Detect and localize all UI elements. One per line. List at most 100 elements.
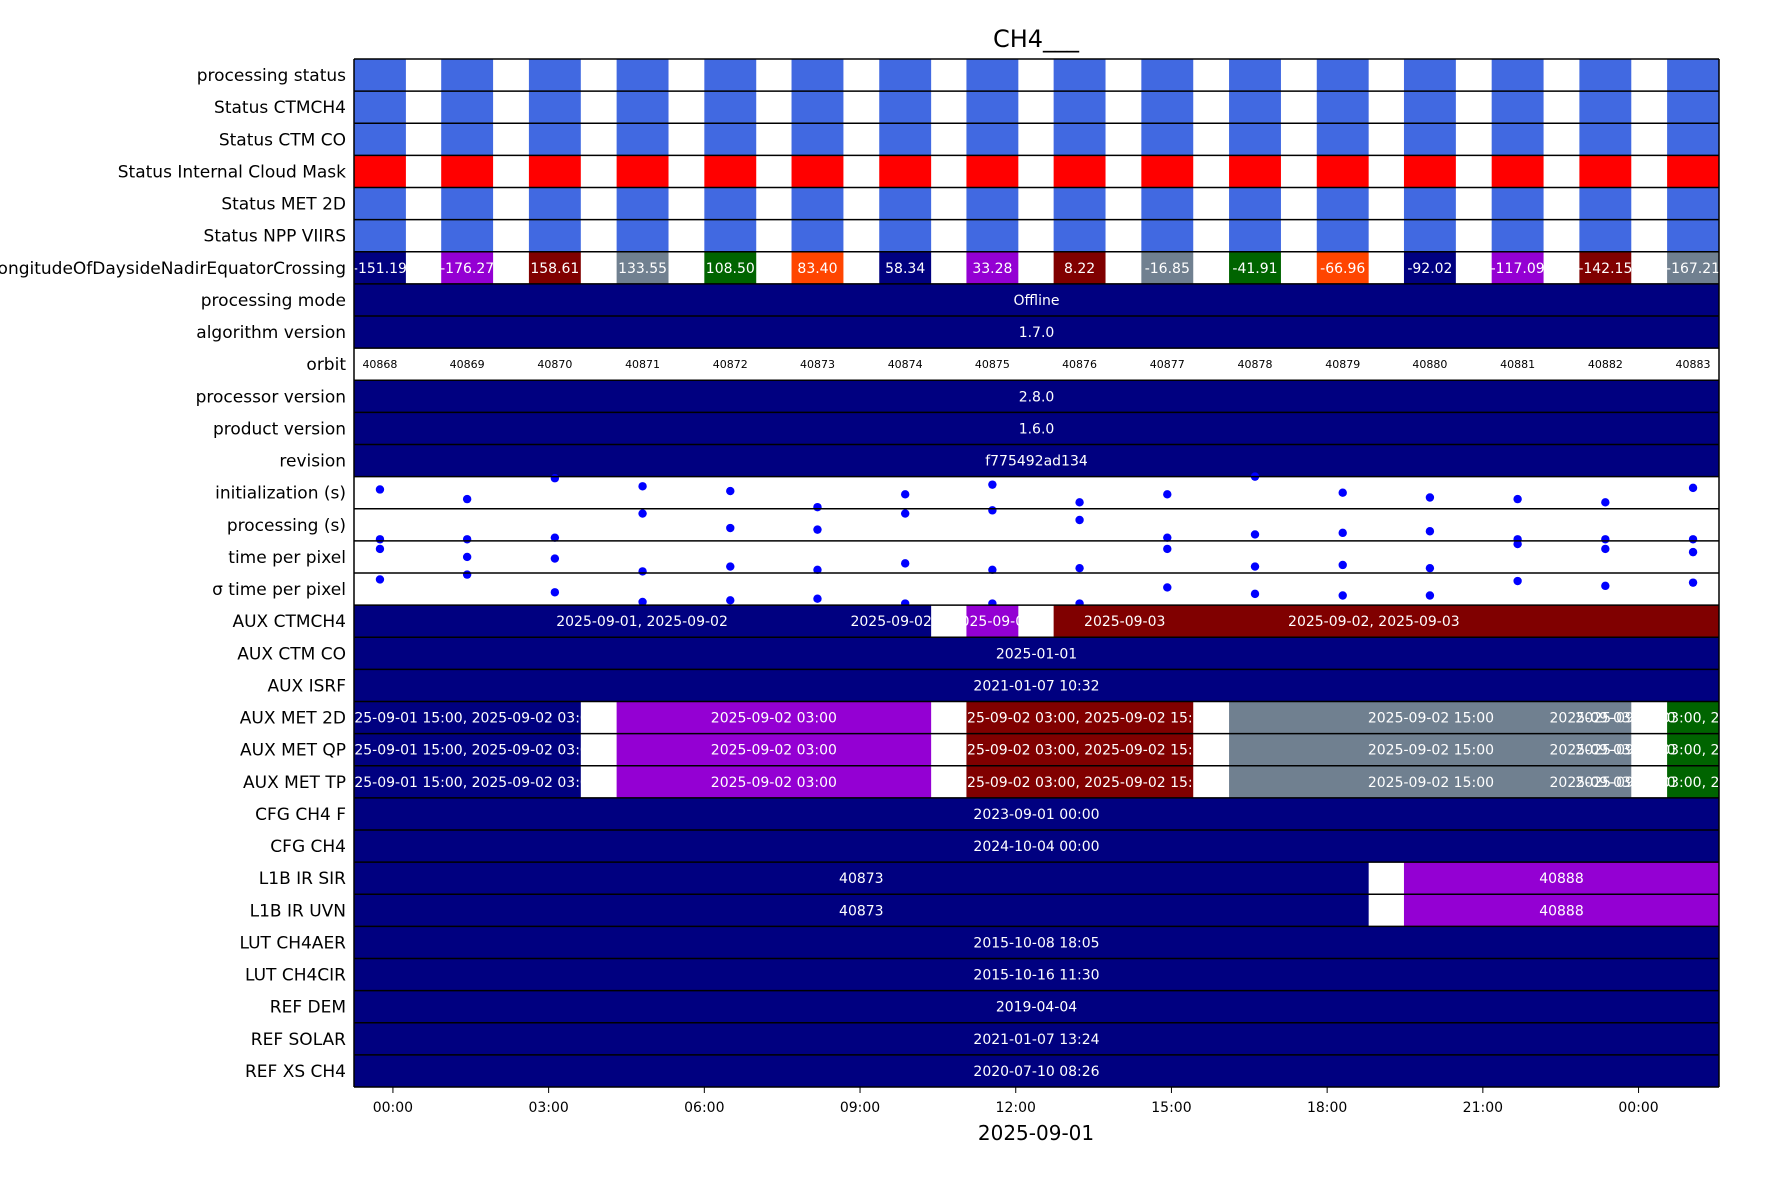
scatter-point	[988, 565, 997, 574]
row-label: σ time per pixel	[212, 580, 346, 600]
status-bar	[1316, 91, 1369, 124]
status-bar	[1053, 219, 1106, 252]
scatter-point	[550, 588, 560, 597]
status-bar	[704, 59, 757, 92]
span-label: 2020-07-10 08:26	[973, 1064, 1099, 1080]
scatter-point	[988, 480, 997, 489]
status-bar	[1141, 187, 1194, 220]
status-bar	[879, 123, 932, 156]
span-bar	[354, 926, 1719, 959]
scatter-point	[1513, 539, 1522, 549]
x-tick-label: 00:00	[373, 1100, 413, 1116]
span-bar	[354, 765, 581, 798]
status-bar	[616, 219, 669, 252]
scatter-point	[1425, 591, 1435, 600]
span-label: f775492ad134	[985, 454, 1088, 470]
status-bar	[1141, 219, 1194, 252]
x-tick-label: 18:00	[1307, 1100, 1347, 1116]
status-bar	[1403, 91, 1456, 124]
orbit-number: 40876	[1062, 358, 1097, 371]
scatter-point	[900, 509, 910, 518]
span-label: 2025-09-01, 2025-09-02	[556, 614, 728, 630]
span-bar	[1229, 765, 1632, 798]
x-axis: 00:00 03:00 06:00 09:00 12:00 15:00 18:00 21:00…	[373, 1087, 1659, 1116]
row-label: processing status	[197, 66, 346, 86]
status-bar	[616, 155, 669, 188]
row-label: LUT CH4CIR	[245, 966, 346, 986]
status-bar	[441, 155, 494, 188]
row-label: time per pixel	[228, 548, 346, 568]
longitude-value: -16.85	[1145, 261, 1190, 277]
scatter-point	[1250, 530, 1260, 539]
span-label: 2015-10-08 18:05	[973, 935, 1099, 951]
status-bar	[616, 59, 669, 92]
span-label: 2025-09-02	[850, 614, 931, 630]
status-bar	[791, 123, 844, 156]
row-label: processing mode	[201, 291, 346, 311]
scatter-point	[1425, 493, 1435, 502]
span-bar	[354, 894, 1369, 927]
span-bar	[966, 701, 1194, 734]
orbit-number: 40869	[450, 358, 485, 371]
row-label: AUX CTMCH4	[232, 612, 346, 632]
status-bar	[1229, 59, 1281, 92]
span-label: 2025-09-03 03:00	[1550, 711, 1676, 727]
orbit-number: 40875	[975, 358, 1010, 371]
span-label: 2021-01-07 10:32	[973, 678, 1099, 694]
row-label: revision	[279, 452, 346, 472]
longitude-bar	[1667, 251, 1719, 284]
scatter-point	[1163, 583, 1172, 592]
status-bar	[966, 155, 1019, 188]
scatter-point	[375, 575, 385, 584]
span-bar	[616, 701, 932, 734]
status-bar	[966, 59, 1019, 92]
span-bar	[1053, 605, 1719, 638]
status-bar	[1053, 123, 1106, 156]
longitude-value: 133.55	[618, 261, 667, 277]
status-bar	[1229, 91, 1281, 124]
span-label: 2.8.0	[1019, 389, 1055, 405]
orbit-number: 40882	[1588, 358, 1623, 371]
status-bar	[879, 91, 932, 124]
longitude-value: 83.40	[797, 261, 837, 277]
status-bar	[1667, 123, 1719, 156]
row-label: L1B IR UVN	[250, 901, 346, 921]
status-bar	[354, 91, 406, 124]
scatter-point	[1688, 547, 1698, 557]
status-bar	[879, 155, 932, 188]
scatter-point	[550, 554, 560, 563]
row-borders	[353, 58, 1720, 1088]
span-label: 2025-09-02 15:00	[1368, 775, 1494, 791]
status-bar	[791, 219, 844, 252]
span-bar	[354, 1054, 1719, 1087]
status-bar	[1141, 91, 1194, 124]
status-bar	[1491, 123, 1544, 156]
x-tick-label: 12:00	[996, 1100, 1036, 1116]
scatter-point	[1075, 498, 1084, 507]
span-label: 2025-09-03 03:00, 2025-09-03 15:00	[1575, 743, 1771, 759]
span-label: 2025-09-01 15:00, 2025-09-02 03:00	[337, 775, 598, 791]
status-bar	[1229, 123, 1281, 156]
row-label: Status Internal Cloud Mask	[118, 162, 346, 182]
row-label: algorithm version	[196, 323, 346, 343]
status-bar	[616, 187, 669, 220]
scatter-point	[375, 535, 385, 544]
status-bar	[616, 123, 669, 156]
span-bar	[354, 669, 1719, 702]
span-bar	[616, 765, 932, 798]
status-bar	[1053, 155, 1106, 188]
status-bar	[1141, 123, 1194, 156]
scatter-point	[638, 597, 647, 607]
scatter-point	[550, 533, 560, 542]
span-label: 40888	[1539, 903, 1584, 919]
scatter-point	[375, 544, 385, 554]
span-bar	[966, 605, 1019, 638]
span-bar	[354, 990, 1719, 1023]
row-label: orbit	[306, 355, 346, 375]
status-bar	[1229, 219, 1281, 252]
span-label: 40873	[839, 871, 884, 887]
span-label: 2025-09-01 15:00, 2025-09-02 03:00	[337, 743, 598, 759]
longitude-value: -151.19	[353, 261, 407, 277]
orbit-number: 40880	[1412, 358, 1447, 371]
